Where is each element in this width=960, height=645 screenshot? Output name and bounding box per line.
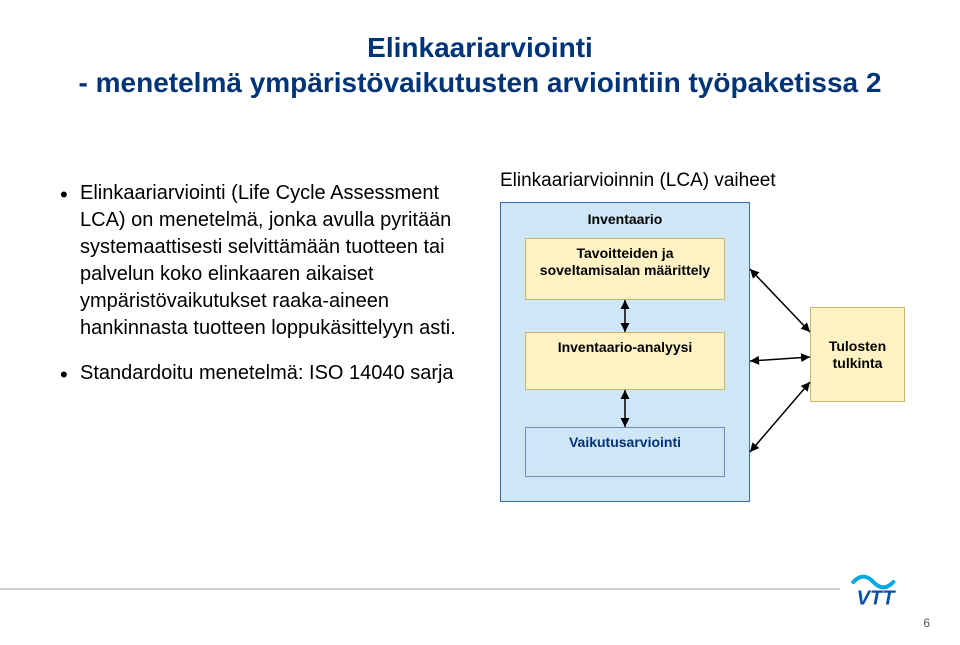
body-bullets: Elinkaariarviointi (Life Cycle Assessmen…	[60, 180, 460, 405]
box-inventory-analysis: Inventaario-analyysi	[525, 332, 725, 390]
box-label: Tulosten tulkinta	[815, 338, 900, 372]
outer-box-label: Inventaario	[588, 211, 663, 227]
logo-text: VTT	[857, 588, 897, 610]
slide-title: Elinkaariarviointi - menetelmä ympäristö…	[60, 30, 900, 100]
bullet-item: Standardoitu menetelmä: ISO 14040 sarja	[60, 360, 460, 387]
box-label: Inventaario-analyysi	[558, 339, 693, 355]
bullet-item: Elinkaariarviointi (Life Cycle Assessmen…	[60, 180, 460, 342]
box-label: Vaikutusarviointi	[569, 434, 681, 450]
box-label: Tavoitteiden ja soveltamisalan määrittel…	[540, 245, 710, 278]
box-goals: Tavoitteiden ja soveltamisalan määrittel…	[525, 238, 725, 300]
vtt-logo: VTT	[850, 570, 930, 610]
chart-title: Elinkaariarvioinnin (LCA) vaiheet	[500, 170, 910, 192]
title-line-1: Elinkaariarviointi	[60, 30, 900, 65]
page-number: 6	[923, 616, 930, 630]
box-impact-assessment: Vaikutusarviointi	[525, 427, 725, 477]
footer-divider	[0, 588, 840, 590]
title-line-2: - menetelmä ympäristövaikutusten arvioin…	[60, 65, 900, 100]
box-interpretation: Tulosten tulkinta	[810, 307, 905, 402]
chart-area: Inventaario Tavoitteiden ja soveltamisal…	[500, 202, 910, 502]
slide: Elinkaariarviointi - menetelmä ympäristö…	[0, 0, 960, 645]
lca-flowchart: Elinkaariarvioinnin (LCA) vaiheet Invent…	[500, 170, 910, 510]
